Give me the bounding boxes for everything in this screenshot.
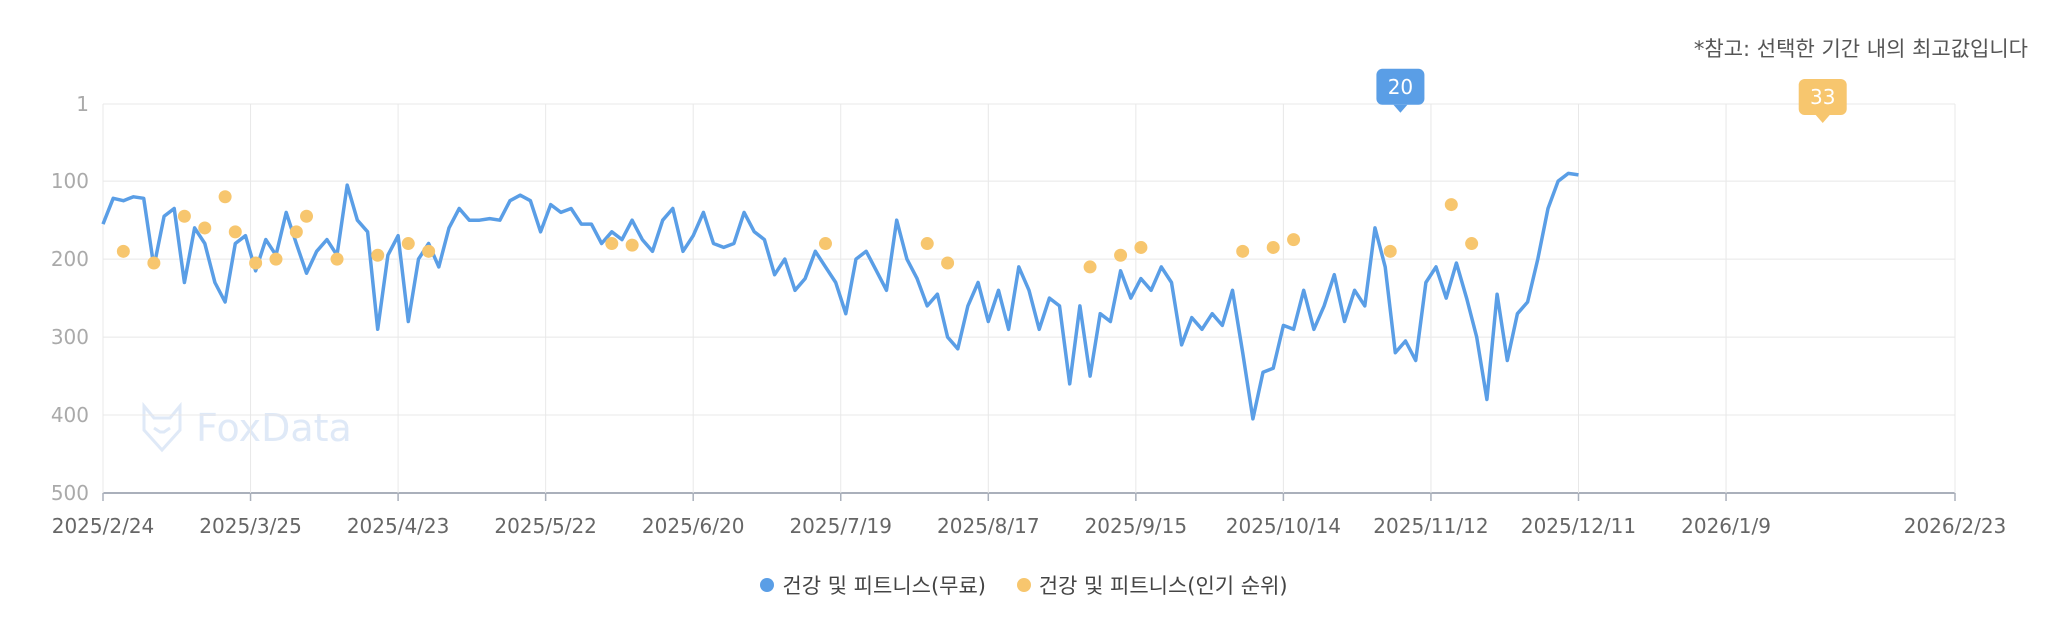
- x-tick-label: 2025/12/11: [1521, 514, 1636, 538]
- series-point-popular: [605, 237, 619, 251]
- peak-label-box: [1798, 78, 1847, 115]
- series-point-popular: [1287, 233, 1301, 247]
- series-point-popular: [920, 237, 934, 251]
- peak-label-pointer: [1393, 104, 1408, 113]
- series-point-popular: [1236, 244, 1250, 258]
- series-line-free: [101, 171, 1579, 421]
- x-tick-label: 2025/6/20: [642, 514, 745, 538]
- series-point-popular: [1383, 244, 1397, 258]
- peak-label-text: 20: [1388, 75, 1413, 99]
- y-tick-label: 100: [51, 169, 89, 193]
- series-point-popular: [625, 238, 639, 252]
- legend: 건강 및 피트니스(무료) 건강 및 피트니스(인기 순위): [0, 570, 2048, 600]
- series-point-popular: [300, 209, 314, 223]
- series-point-popular: [1114, 248, 1128, 262]
- x-tick-label: 2025/11/12: [1373, 514, 1488, 538]
- x-tick-label: 2025/2/24: [52, 514, 155, 538]
- y-tick-label: 400: [51, 403, 89, 427]
- series-point-popular: [147, 256, 161, 270]
- x-tick-label: 2025/7/19: [789, 514, 892, 538]
- x-tick-label: 2026/2/23: [1904, 514, 2007, 538]
- series-point-popular: [198, 221, 212, 235]
- series-point-popular: [1266, 240, 1280, 254]
- series-point-popular: [116, 244, 130, 258]
- series-point-popular: [371, 248, 385, 262]
- series-point-popular: [249, 256, 263, 270]
- peak-labels: 20 33: [1376, 68, 1847, 123]
- grid: [102, 103, 1956, 494]
- series-point-popular: [177, 209, 191, 223]
- chart-note: *참고: 선택한 기간 내의 최고값입니다: [1693, 37, 2028, 61]
- fox-logo-icon: [142, 402, 182, 453]
- series-point-popular: [941, 256, 955, 270]
- series-point-popular: [269, 252, 283, 266]
- legend-item-popular[interactable]: 건강 및 피트니스(인기 순위): [1016, 570, 1288, 600]
- x-tick-label: 2025/4/23: [347, 514, 450, 538]
- peak-label-text: 33: [1810, 85, 1835, 109]
- series-point-popular: [218, 190, 232, 204]
- y-axis: 1 100 200 300 400 500: [51, 92, 89, 505]
- y-tick-label: 1: [76, 92, 89, 116]
- legend-item-free[interactable]: 건강 및 피트니스(무료): [760, 570, 986, 600]
- series-point-popular: [1083, 260, 1097, 274]
- series-point-popular: [422, 244, 436, 258]
- y-tick-label: 500: [51, 481, 89, 505]
- y-tick-label: 300: [51, 325, 89, 349]
- legend-dot-free: [760, 578, 775, 592]
- series-point-popular: [330, 252, 344, 266]
- series-point-popular: [1444, 198, 1458, 212]
- series-layer: [101, 171, 1579, 421]
- x-tick-label: 2025/5/22: [494, 514, 597, 538]
- legend-label-popular: 건강 및 피트니스(인기 순위): [1038, 574, 1288, 598]
- series-point-popular: [289, 225, 303, 239]
- series-point-popular: [228, 225, 242, 239]
- legend-label-free: 건강 및 피트니스(무료): [782, 574, 986, 598]
- series-point-popular: [1134, 240, 1148, 254]
- peak-label-pointer: [1815, 114, 1830, 123]
- y-tick-label: 200: [51, 247, 89, 271]
- series-point-popular: [401, 237, 415, 251]
- x-tick-label: 2026/1/9: [1681, 514, 1771, 538]
- watermark-text: FoxData: [196, 406, 352, 450]
- series-point-popular: [818, 237, 832, 251]
- x-axis: 2025/2/24 2025/3/25 2025/4/23 2025/5/22 2025…: [52, 493, 2007, 538]
- x-tick-label: 2025/8/17: [937, 514, 1040, 538]
- peak-label-box: [1376, 68, 1425, 105]
- x-tick-label: 2025/9/15: [1085, 514, 1188, 538]
- watermark: FoxData: [140, 402, 352, 454]
- series-point-popular: [1465, 237, 1479, 251]
- legend-dot-popular: [1016, 578, 1031, 592]
- x-tick-label: 2025/10/14: [1226, 514, 1341, 538]
- x-tick-label: 2025/3/25: [199, 514, 302, 538]
